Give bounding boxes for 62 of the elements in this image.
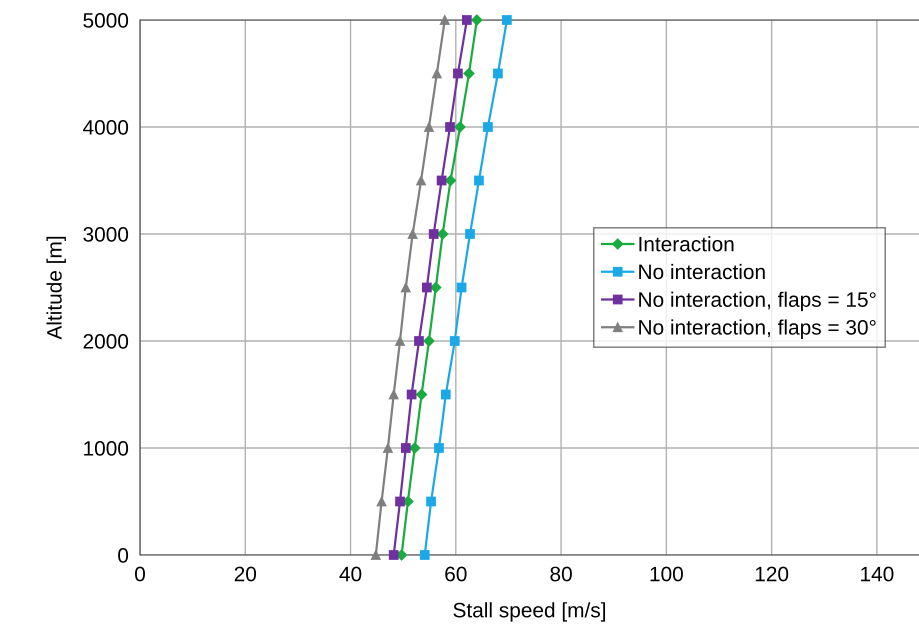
point: [462, 15, 472, 25]
point: [376, 496, 386, 506]
point: [463, 68, 475, 80]
point: [437, 228, 448, 240]
point: [456, 282, 466, 292]
point: [420, 550, 430, 560]
point: [444, 174, 456, 186]
point: [483, 122, 493, 132]
point: [445, 122, 455, 132]
y-tick-label: 3000: [83, 227, 128, 242]
x-axis-title: Stall speed [m/s]: [453, 602, 606, 622]
point: [493, 68, 503, 78]
point: [400, 282, 411, 292]
point: [474, 176, 484, 186]
x-tick-label: 140: [861, 566, 894, 582]
point: [409, 442, 420, 454]
point: [370, 550, 381, 560]
point: [424, 122, 434, 132]
point: [416, 176, 426, 186]
x-tick-label: 120: [756, 566, 788, 582]
x-tick-label: 60: [445, 566, 467, 582]
point: [434, 443, 444, 453]
legend-label: No interaction, flaps = 30°: [639, 319, 876, 339]
legend-label: No interaction: [639, 264, 765, 280]
point: [428, 229, 439, 239]
x-tick-label: 40: [339, 566, 362, 582]
point: [406, 390, 416, 400]
point: [408, 229, 418, 239]
point: [453, 68, 463, 78]
y-tick-label: 5000: [83, 13, 128, 28]
point: [422, 282, 432, 292]
point: [388, 550, 399, 560]
point: [416, 388, 428, 400]
point: [414, 336, 424, 346]
y-axis-title: Altitude [m]: [46, 236, 66, 340]
y-tick-label: 1000: [84, 441, 128, 456]
point: [423, 335, 435, 347]
point: [440, 15, 450, 25]
point: [436, 176, 446, 186]
x-tick-label: 100: [650, 566, 683, 582]
point: [395, 336, 405, 346]
y-tick-label: 0: [118, 548, 128, 563]
point: [383, 443, 393, 453]
point: [400, 443, 411, 453]
y-tick-label: 2000: [84, 334, 128, 349]
y-tick-label: 4000: [83, 120, 128, 135]
point: [465, 229, 475, 239]
point: [388, 390, 399, 400]
point: [432, 68, 442, 78]
x-tick-label: 80: [550, 566, 572, 582]
point: [426, 496, 436, 506]
point: [502, 15, 512, 25]
x-tick-label: 0: [135, 566, 145, 582]
legend-label: No interaction, flaps = 15°: [639, 292, 876, 312]
point: [440, 390, 451, 400]
point: [450, 336, 460, 346]
x-tick-label: 20: [234, 566, 256, 582]
point: [471, 14, 482, 26]
point: [395, 496, 405, 506]
legend-label: Interaction: [639, 236, 734, 252]
point: [454, 121, 466, 133]
point: [430, 282, 442, 294]
